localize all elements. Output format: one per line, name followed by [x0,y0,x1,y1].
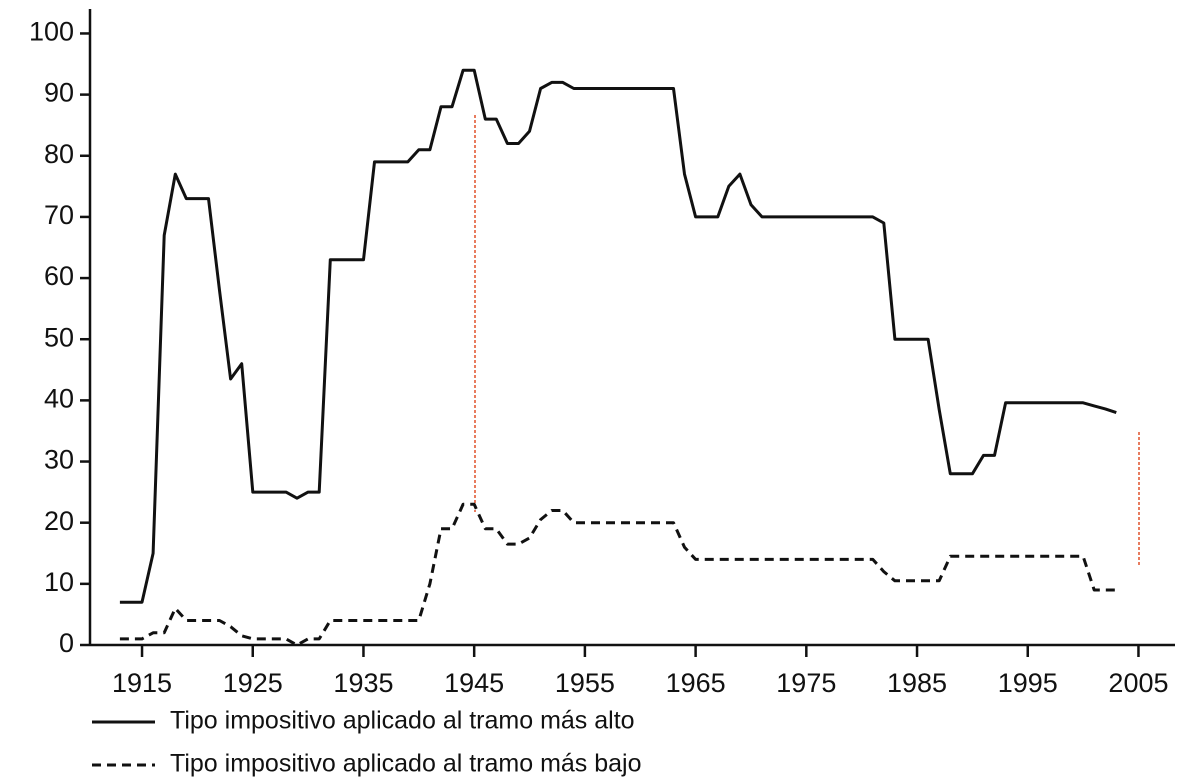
x-tick-label: 1945 [444,668,504,698]
x-tick-label: 1975 [776,668,836,698]
x-tick-label: 1915 [112,668,172,698]
x-tick-label: 1965 [666,668,726,698]
y-tick-label: 30 [44,445,74,475]
legend-label: Tipo impositivo aplicado al tramo más ba… [170,750,642,778]
x-tick-label: 1995 [998,668,1058,698]
y-tick-label: 50 [44,322,74,352]
y-tick-label: 20 [44,506,74,536]
legend-label: Tipo impositivo aplicado al tramo más al… [170,707,635,735]
x-tick-label: 1935 [333,668,393,698]
y-tick-label: 90 [44,78,74,108]
y-tick-label: 80 [44,139,74,169]
y-tick-label: 0 [59,628,74,658]
y-tick-label: 40 [44,384,74,414]
x-tick-label: 1925 [223,668,283,698]
y-tick-label: 70 [44,200,74,230]
y-tick-label: 60 [44,261,74,291]
data-line [119,68,1117,604]
x-tick-label: 1985 [887,668,947,698]
y-tick-label: 10 [44,567,74,597]
data-line [119,502,1117,647]
x-tick-label: 2005 [1108,668,1168,698]
x-tick-label: 1955 [555,668,615,698]
y-tick-label: 100 [29,17,74,47]
